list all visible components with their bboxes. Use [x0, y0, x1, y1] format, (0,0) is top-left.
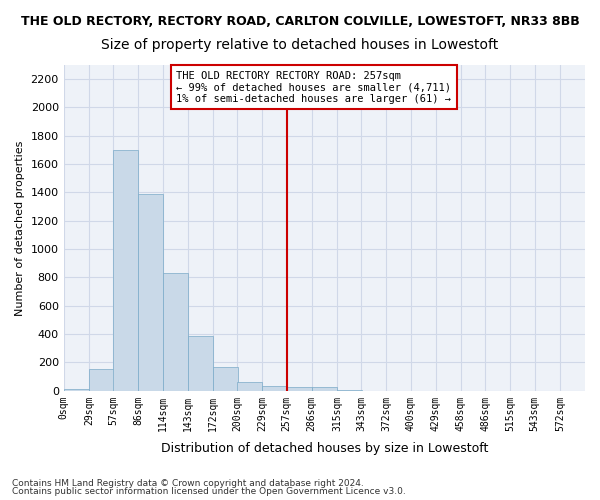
Text: Contains public sector information licensed under the Open Government Licence v3: Contains public sector information licen… — [12, 487, 406, 496]
Bar — [64, 388, 89, 391]
Text: Contains HM Land Registry data © Crown copyright and database right 2024.: Contains HM Land Registry data © Crown c… — [12, 478, 364, 488]
Bar — [237, 382, 262, 391]
Bar — [188, 336, 213, 391]
X-axis label: Distribution of detached houses by size in Lowestoft: Distribution of detached houses by size … — [161, 442, 488, 455]
Bar — [113, 150, 138, 391]
Bar — [138, 194, 163, 391]
Bar — [337, 390, 362, 391]
Bar — [287, 386, 312, 391]
Text: THE OLD RECTORY RECTORY ROAD: 257sqm
← 99% of detached houses are smaller (4,711: THE OLD RECTORY RECTORY ROAD: 257sqm ← 9… — [176, 70, 451, 104]
Bar — [163, 272, 188, 391]
Bar — [89, 369, 114, 391]
Y-axis label: Number of detached properties: Number of detached properties — [15, 140, 25, 316]
Bar — [262, 386, 287, 391]
Bar — [213, 368, 238, 391]
Text: THE OLD RECTORY, RECTORY ROAD, CARLTON COLVILLE, LOWESTOFT, NR33 8BB: THE OLD RECTORY, RECTORY ROAD, CARLTON C… — [20, 15, 580, 28]
Bar — [312, 386, 337, 391]
Text: Size of property relative to detached houses in Lowestoft: Size of property relative to detached ho… — [101, 38, 499, 52]
